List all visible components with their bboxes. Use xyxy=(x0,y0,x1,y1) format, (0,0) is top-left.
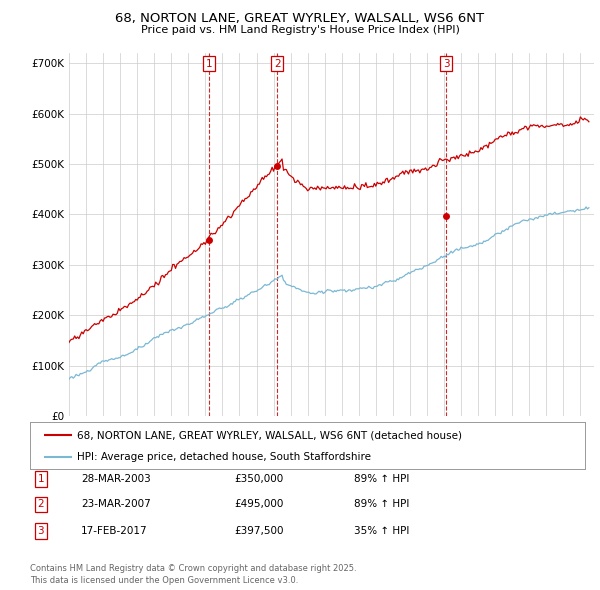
Text: Contains HM Land Registry data © Crown copyright and database right 2025.
This d: Contains HM Land Registry data © Crown c… xyxy=(30,565,356,585)
Text: £495,000: £495,000 xyxy=(234,500,283,509)
Text: 3: 3 xyxy=(443,58,449,68)
Text: 17-FEB-2017: 17-FEB-2017 xyxy=(81,526,148,536)
Text: 89% ↑ HPI: 89% ↑ HPI xyxy=(354,474,409,484)
Text: 68, NORTON LANE, GREAT WYRLEY, WALSALL, WS6 6NT: 68, NORTON LANE, GREAT WYRLEY, WALSALL, … xyxy=(115,12,485,25)
Text: 35% ↑ HPI: 35% ↑ HPI xyxy=(354,526,409,536)
Text: Price paid vs. HM Land Registry's House Price Index (HPI): Price paid vs. HM Land Registry's House … xyxy=(140,25,460,35)
Text: 68, NORTON LANE, GREAT WYRLEY, WALSALL, WS6 6NT (detached house): 68, NORTON LANE, GREAT WYRLEY, WALSALL, … xyxy=(77,430,462,440)
Text: 3: 3 xyxy=(37,526,44,536)
Text: 1: 1 xyxy=(206,58,212,68)
Text: 1: 1 xyxy=(37,474,44,484)
Text: 23-MAR-2007: 23-MAR-2007 xyxy=(81,500,151,509)
Text: 89% ↑ HPI: 89% ↑ HPI xyxy=(354,500,409,509)
Text: £397,500: £397,500 xyxy=(234,526,284,536)
Text: 2: 2 xyxy=(37,500,44,509)
Text: £350,000: £350,000 xyxy=(234,474,283,484)
Text: HPI: Average price, detached house, South Staffordshire: HPI: Average price, detached house, Sout… xyxy=(77,453,371,462)
Text: 2: 2 xyxy=(274,58,281,68)
Text: 28-MAR-2003: 28-MAR-2003 xyxy=(81,474,151,484)
